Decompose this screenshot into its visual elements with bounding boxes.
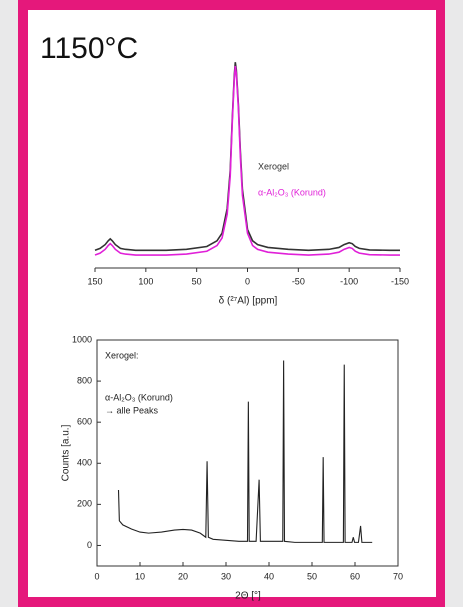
x-tick-label: 40 [264,571,274,581]
y-tick-label: 600 [77,417,92,427]
y-tick-label: 400 [77,458,92,468]
y-axis-label: Counts [a.u.] [61,424,72,481]
plot-frame [96,339,399,567]
y-tick-label: 800 [77,375,92,385]
x-axis-label: δ (²⁷Al) [ppm] [219,296,278,307]
x-tick-label: 60 [350,571,360,581]
annotation: → alle Peaks [105,405,159,415]
legend-entry: α-Al₂O₃ (Korund) [258,187,326,197]
annotation: Xerogel: [105,350,139,360]
x-tick-label: -150 [391,276,409,286]
x-tick-label: -100 [340,276,358,286]
x-tick-label: 0 [94,571,99,581]
x-tick-label: 150 [87,276,102,286]
legend-entry: Xerogel [258,161,289,171]
page-title: 1150°C [40,32,138,65]
spectrum-line [94,62,400,252]
x-tick-label: -50 [292,276,305,286]
x-tick-label: 30 [221,571,231,581]
spectrum-line [94,65,400,256]
x-tick-label: 50 [192,276,202,286]
y-tick-label: 1000 [72,334,92,344]
x-tick-label: 100 [138,276,153,286]
x-tick-label: 20 [178,571,188,581]
x-tick-label: 0 [245,276,250,286]
x-tick-label: 10 [135,571,145,581]
annotation: α-Al₂O₃ (Korund) [105,392,173,402]
xrd-line [117,360,373,543]
x-axis-label: 2Θ [°] [235,591,261,602]
y-tick-label: 0 [87,540,92,550]
x-tick-label: 50 [307,571,317,581]
y-tick-label: 200 [77,499,92,509]
x-tick-label: 70 [393,571,403,581]
